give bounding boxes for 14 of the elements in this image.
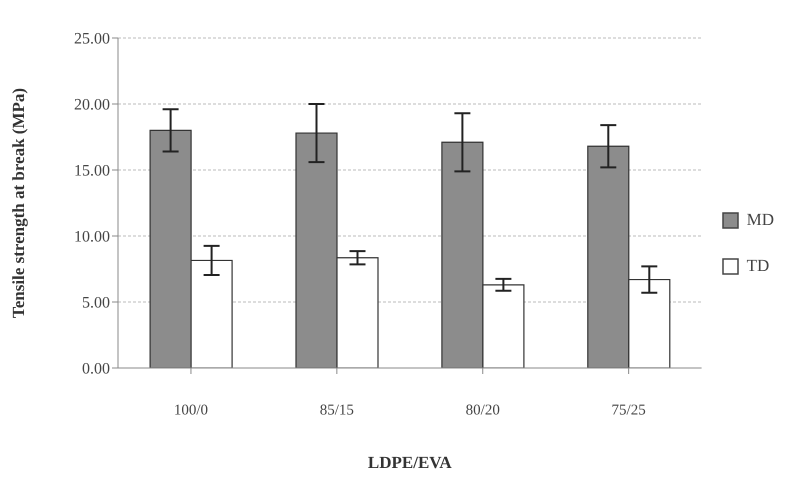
x-tick-label: 80/20	[466, 402, 500, 419]
text: TD	[746, 256, 770, 276]
y-axis-title: Tensile strength at break (MPa)	[9, 88, 28, 318]
x-tick-label: 75/25	[612, 402, 646, 419]
y-tick-label: 10.00	[74, 228, 110, 246]
x-tick-label: 85/15	[320, 402, 354, 419]
x-axis-title: LDPE/EVA	[368, 453, 452, 472]
x-tick-label: 100/0	[174, 402, 208, 419]
y-tick-label: 0.00	[82, 360, 110, 378]
y-tick-label: 20.00	[74, 96, 110, 114]
y-tick-label: 25.00	[74, 30, 110, 48]
y-tick-label: 5.00	[82, 294, 110, 312]
y-tick-label: 15.00	[74, 162, 110, 180]
legend-label: MD	[746, 210, 774, 230]
